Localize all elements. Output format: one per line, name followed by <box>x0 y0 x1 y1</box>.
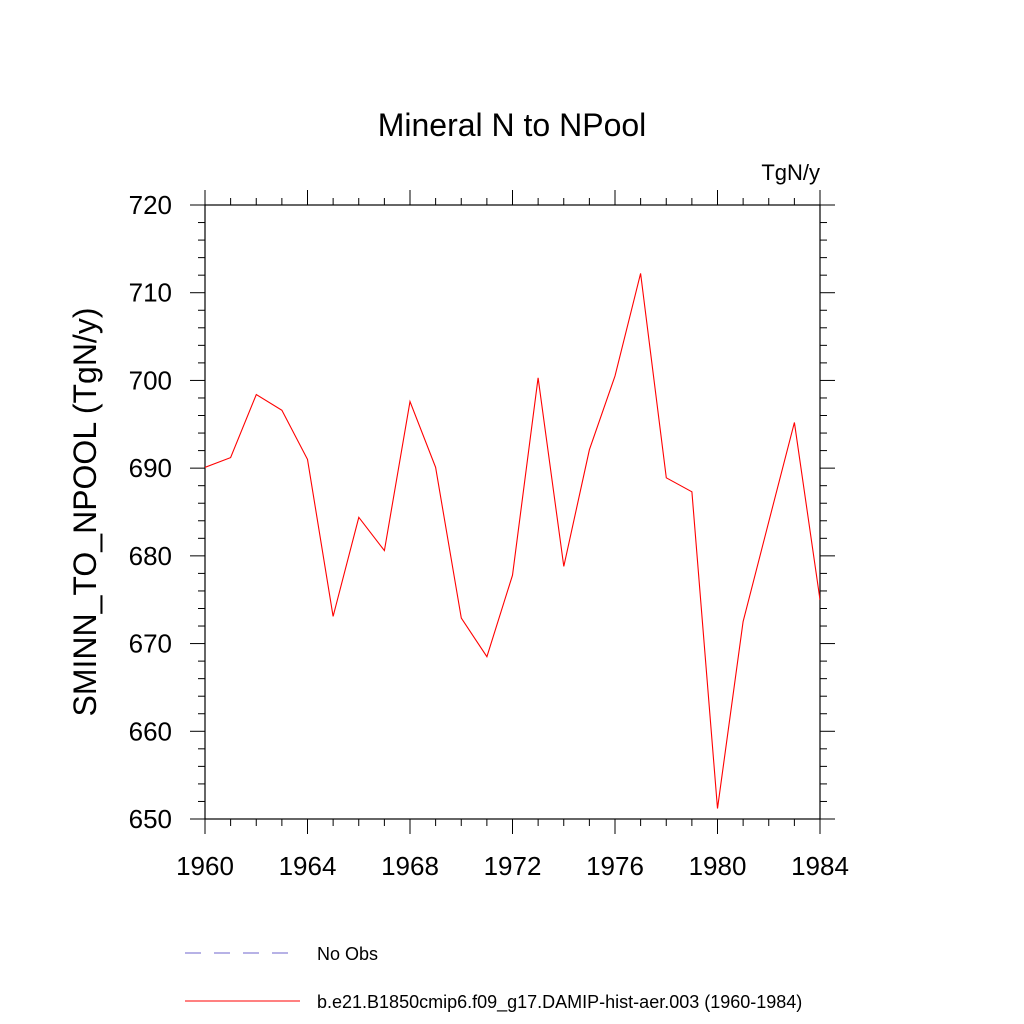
y-tick-label: 710 <box>129 278 172 308</box>
x-tick-label: 1972 <box>484 851 542 881</box>
legend: No Obs b.e21.B1850cmip6.f09_g17.DAMIP-his… <box>185 944 802 1013</box>
y-axis-label: SMINN_TO_NPOOL (TgN/y) <box>67 308 103 717</box>
y-tick-label: 680 <box>129 541 172 571</box>
plot-border <box>204 204 821 820</box>
x-tick-label: 1980 <box>689 851 747 881</box>
chart-title: Mineral N to NPool <box>378 107 647 143</box>
x-tick-label: 1984 <box>791 851 849 881</box>
y-tick-label: 670 <box>129 629 172 659</box>
series-line <box>205 273 820 809</box>
y-tick-label: 650 <box>129 804 172 834</box>
legend-label: No Obs <box>317 944 378 964</box>
y-tick-label: 660 <box>129 716 172 746</box>
units-label: TgN/y <box>761 160 820 185</box>
x-tick-label: 1960 <box>176 851 234 881</box>
x-tick-label: 1968 <box>381 851 439 881</box>
y-tick-label: 720 <box>129 190 172 220</box>
plot-frame: 1960 1964 1968 1972 1976 1980 1984 650 660 670 680… <box>129 190 849 881</box>
series-layer <box>205 273 820 809</box>
legend-label: b.e21.B1850cmip6.f09_g17.DAMIP-hist-aer.… <box>317 992 802 1013</box>
y-tick-label: 690 <box>129 453 172 483</box>
x-tick-label: 1976 <box>586 851 644 881</box>
x-tick-label: 1964 <box>279 851 337 881</box>
y-tick-label: 700 <box>129 365 172 395</box>
